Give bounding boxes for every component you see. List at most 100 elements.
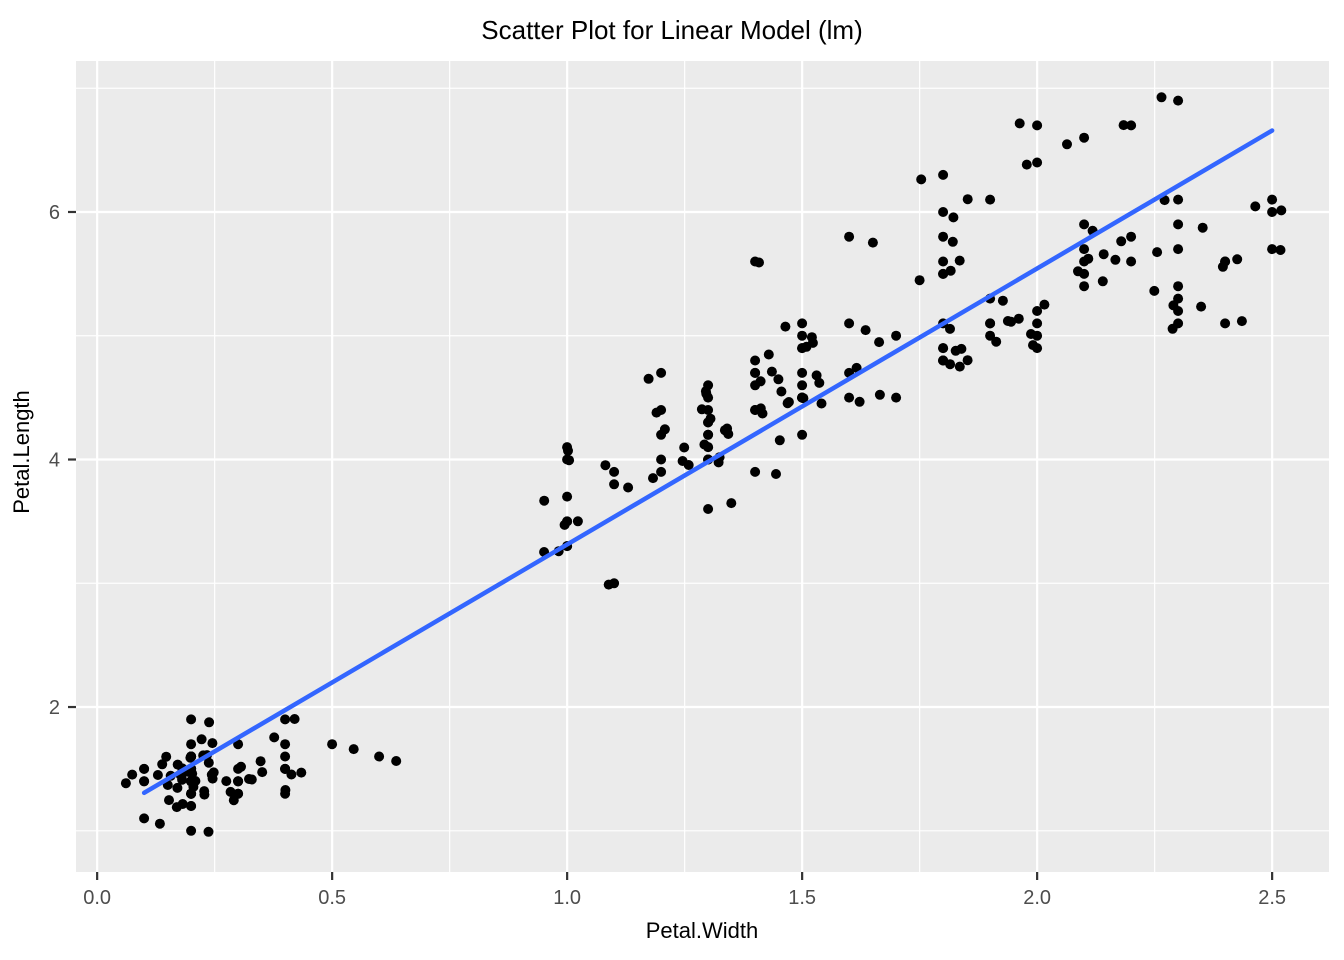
data-point bbox=[891, 392, 902, 403]
data-point-jittered bbox=[164, 795, 174, 806]
data-point-jittered bbox=[757, 408, 768, 419]
data-point bbox=[280, 751, 291, 762]
x-tick-label: 0.5 bbox=[318, 887, 346, 909]
data-point-jittered bbox=[806, 332, 817, 343]
data-point-jittered bbox=[1014, 118, 1025, 129]
data-point bbox=[1126, 256, 1137, 267]
data-point-jittered bbox=[185, 752, 196, 763]
data-point bbox=[985, 330, 996, 341]
data-point-jittered bbox=[1026, 329, 1036, 339]
data-point-jittered bbox=[204, 717, 215, 728]
data-point bbox=[750, 367, 761, 378]
data-point-jittered bbox=[962, 194, 973, 205]
data-point bbox=[562, 491, 573, 502]
regression-line bbox=[141, 128, 1275, 796]
data-point bbox=[797, 380, 808, 391]
data-point-jittered bbox=[874, 337, 885, 348]
data-point bbox=[938, 268, 949, 279]
data-point-jittered bbox=[659, 424, 670, 435]
data-point-jittered bbox=[755, 376, 766, 387]
data-point bbox=[703, 442, 714, 453]
data-point-jittered bbox=[726, 498, 737, 509]
data-point bbox=[186, 801, 197, 811]
data-point-jittered bbox=[783, 397, 794, 407]
data-point-jittered bbox=[773, 374, 784, 385]
data-point-jittered bbox=[1149, 285, 1160, 296]
data-point bbox=[1126, 231, 1137, 242]
data-point bbox=[1032, 318, 1043, 329]
data-point bbox=[938, 231, 949, 242]
data-point-jittered bbox=[206, 769, 217, 780]
data-point-jittered bbox=[1156, 92, 1167, 103]
data-point-jittered bbox=[600, 460, 611, 471]
data-point-jittered bbox=[120, 778, 131, 789]
data-point-jittered bbox=[157, 759, 168, 770]
data-point bbox=[186, 739, 197, 750]
data-point-jittered bbox=[700, 386, 711, 397]
data-point-jittered bbox=[221, 776, 232, 787]
data-point bbox=[1173, 281, 1184, 292]
data-point-jittered bbox=[563, 445, 573, 456]
data-point-jittered bbox=[152, 770, 163, 780]
data-point bbox=[1079, 244, 1090, 255]
data-point bbox=[1079, 219, 1090, 230]
data-point-jittered bbox=[1097, 276, 1108, 287]
data-point bbox=[609, 479, 620, 490]
data-point-jittered bbox=[1013, 313, 1024, 324]
y-tick-label: 4 bbox=[49, 450, 60, 472]
data-point bbox=[1126, 120, 1137, 131]
data-point-jittered bbox=[677, 456, 688, 466]
data-point bbox=[985, 318, 996, 329]
data-point bbox=[1267, 207, 1278, 217]
data-point bbox=[1032, 306, 1043, 316]
data-point-jittered bbox=[816, 398, 827, 409]
data-point-jittered bbox=[651, 407, 662, 418]
data-point bbox=[233, 776, 244, 787]
data-point-jittered bbox=[286, 769, 297, 780]
x-tick-label: 1.0 bbox=[553, 887, 581, 909]
data-point bbox=[938, 169, 949, 180]
data-point bbox=[1267, 244, 1278, 255]
data-point bbox=[938, 355, 949, 366]
data-point-jittered bbox=[1250, 201, 1261, 212]
axis-tick-marks bbox=[68, 210, 1274, 880]
data-point-jittered bbox=[867, 237, 878, 248]
data-point bbox=[797, 343, 808, 354]
data-point-jittered bbox=[172, 782, 183, 793]
data-point bbox=[186, 825, 197, 836]
data-point-jittered bbox=[623, 482, 634, 493]
data-point bbox=[656, 466, 667, 477]
data-point bbox=[703, 429, 714, 440]
data-point-jittered bbox=[991, 336, 1002, 347]
data-point-jittered bbox=[225, 786, 236, 797]
data-point-jittered bbox=[161, 751, 172, 762]
data-point-jittered bbox=[945, 265, 956, 276]
data-point bbox=[750, 355, 761, 366]
data-point-jittered bbox=[1196, 301, 1207, 312]
data-point-jittered bbox=[572, 516, 583, 527]
data-point-jittered bbox=[196, 734, 207, 745]
data-point bbox=[1032, 120, 1043, 131]
data-points bbox=[120, 92, 1287, 837]
data-point-jittered bbox=[774, 435, 785, 446]
data-point-jittered bbox=[1236, 316, 1247, 327]
data-point-jittered bbox=[763, 349, 774, 360]
data-point bbox=[985, 194, 996, 205]
data-point-jittered bbox=[236, 761, 246, 772]
data-point-jittered bbox=[914, 275, 925, 286]
data-point bbox=[844, 231, 855, 242]
data-point bbox=[327, 739, 338, 750]
y-tick-label: 2 bbox=[49, 697, 60, 719]
data-point-jittered bbox=[948, 212, 959, 223]
data-point-jittered bbox=[780, 321, 791, 332]
data-point bbox=[186, 776, 197, 787]
data-point bbox=[797, 330, 808, 341]
data-point bbox=[1173, 306, 1184, 316]
data-point-jittered bbox=[696, 404, 707, 415]
data-point bbox=[750, 405, 761, 415]
data-point bbox=[1173, 194, 1184, 205]
data-point-jittered bbox=[851, 362, 862, 373]
data-point-jittered bbox=[954, 361, 965, 372]
data-point-jittered bbox=[280, 785, 291, 795]
